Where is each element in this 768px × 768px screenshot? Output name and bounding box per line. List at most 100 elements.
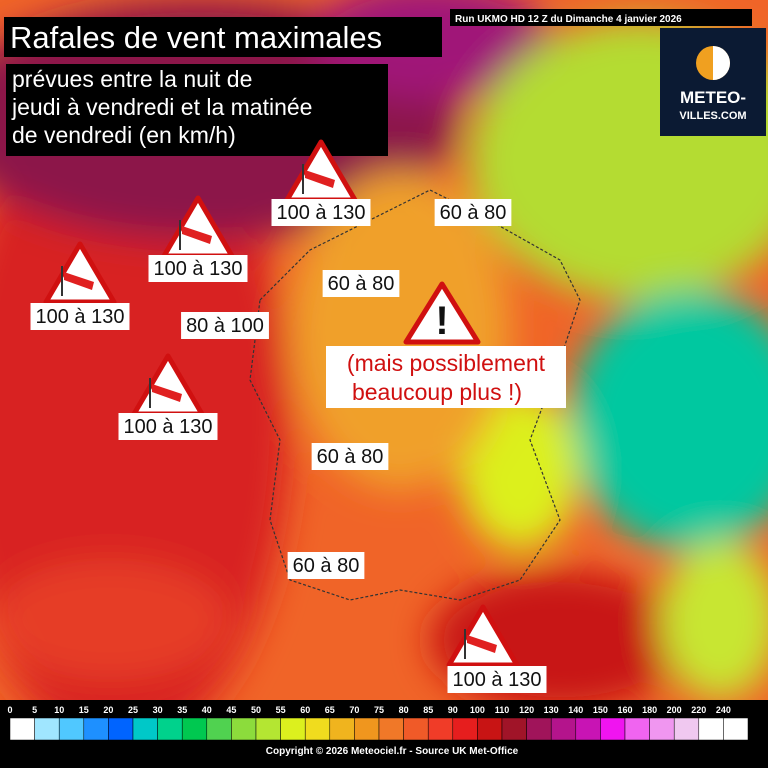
legend-swatch [575, 717, 601, 741]
legend-swatch [550, 717, 577, 741]
legend-tick-label: 30 [153, 705, 163, 715]
label-box [447, 666, 547, 693]
legend-tick-label: 150 [593, 705, 608, 715]
legend-swatch [304, 717, 331, 741]
icon-windsock [467, 635, 497, 653]
legend-tick-label: 200 [667, 705, 682, 715]
subtitle-line: de vendredi (en km/h) [12, 122, 236, 148]
icon-windsock [152, 384, 182, 402]
legend-swatch [181, 717, 208, 741]
label-box [287, 552, 365, 579]
legend-swatch [231, 717, 257, 741]
legend-swatch [649, 717, 675, 741]
legend-tick-label: 75 [374, 705, 384, 715]
legend-swatch [9, 717, 35, 741]
legend-swatch [378, 717, 404, 741]
wind-labels: 100 à 130 100 à 130 100 à 130 100 à 130 100 … [30, 199, 547, 693]
subtitle-line: prévues entre la nuit de [12, 66, 252, 92]
legend-tick-label: 160 [617, 705, 632, 715]
legend-tick-label: 5 [32, 705, 37, 715]
wind-label: 100 à 130 [154, 258, 243, 280]
legend-tick-label: 220 [691, 705, 706, 715]
wind-label: 60 à 80 [440, 202, 507, 224]
legend-tick-label: 10 [54, 705, 64, 715]
copyright: Copyright © 2026 Meteociel.fr - Source U… [266, 746, 519, 757]
legend-swatch [34, 717, 60, 741]
legend-swatch [280, 717, 306, 741]
wind-label: 80 à 100 [186, 315, 264, 337]
legend-swatch [673, 717, 700, 741]
legend-tick-label: 120 [519, 705, 534, 715]
legend-tick-label: 70 [349, 705, 359, 715]
note: ! (mais possiblement beaucoup plus !) [326, 281, 566, 408]
logo-text: METEO- [680, 88, 746, 107]
legend-swatch [526, 717, 552, 741]
legend-tick-label: 40 [202, 705, 212, 715]
label-box [311, 443, 389, 470]
header: Rafales de vent maximales prévues entre … [4, 9, 752, 156]
legend-tick-label: 45 [226, 705, 236, 715]
label-box [181, 312, 269, 339]
label-box [271, 199, 371, 226]
legend-tick-label: 140 [568, 705, 583, 715]
legend-swatch [108, 717, 134, 741]
legend-tick-label: 65 [325, 705, 335, 715]
legend-swatch [698, 717, 724, 741]
legend-swatch [501, 717, 527, 741]
legend-swatch [477, 717, 503, 741]
icon-windsock [305, 170, 335, 188]
wind-label: 100 à 130 [453, 669, 542, 691]
label-box [148, 255, 248, 282]
legend: 0 5 10 15 20 25 30 35 40 45 50 55 60 65 70 75 80 85 90 100 1… [0, 700, 768, 768]
legend-swatch [58, 717, 85, 741]
legend-swatch [132, 717, 158, 741]
wind-label: 100 à 130 [124, 416, 213, 438]
legend-swatch [157, 717, 183, 741]
run-info: Run UKMO HD 12 Z du Dimanche 4 janvier 2… [455, 14, 682, 25]
legend-swatch [452, 717, 478, 741]
wind-warning-icon [43, 241, 117, 305]
legend-tick-label: 25 [128, 705, 138, 715]
wind-warning-icon [131, 353, 205, 417]
label-box [30, 303, 130, 330]
legend-swatch [255, 717, 281, 741]
legend-tick-label: 0 [7, 705, 12, 715]
label-box [118, 413, 218, 440]
legend-tick-label: 100 [470, 705, 485, 715]
wind-label: 100 à 130 [36, 306, 125, 328]
wind-label: 100 à 130 [277, 202, 366, 224]
wind-label: 60 à 80 [293, 555, 360, 577]
legend-swatch [354, 717, 380, 741]
legend-tick-label: 15 [79, 705, 89, 715]
logo-text: VILLES.COM [679, 110, 746, 122]
legend-swatch [723, 717, 749, 741]
legend-tick-label: 80 [399, 705, 409, 715]
wind-label: 60 à 80 [317, 446, 384, 468]
legend-swatch [206, 717, 232, 741]
subtitle-line: jeudi à vendredi et la matinée [11, 94, 312, 120]
legend-tick-label: 50 [251, 705, 261, 715]
note-line: (mais possiblement [347, 350, 546, 376]
legend-tick-label: 130 [544, 705, 559, 715]
legend-tick-label: 180 [642, 705, 657, 715]
legend-tick-label: 90 [448, 705, 458, 715]
svg-text:!: ! [435, 299, 448, 343]
legend-swatch [427, 717, 454, 741]
label-box [322, 270, 400, 297]
wind-label: 60 à 80 [328, 273, 395, 295]
legend-tick-label: 60 [300, 705, 310, 715]
legend-tick-label: 35 [177, 705, 187, 715]
note-line: beaucoup plus !) [352, 379, 522, 405]
legend-swatch [403, 717, 429, 741]
title: Rafales de vent maximales [10, 20, 382, 55]
legend-tick-label: 110 [495, 705, 510, 715]
legend-tick-label: 85 [423, 705, 433, 715]
label-box [434, 199, 512, 226]
legend-swatch [83, 717, 109, 741]
legend-swatch [624, 717, 650, 741]
legend-tick-label: 20 [103, 705, 113, 715]
logo: METEO- VILLES.COM [660, 28, 766, 136]
icon-windsock [64, 272, 94, 290]
legend-swatch [600, 717, 626, 741]
